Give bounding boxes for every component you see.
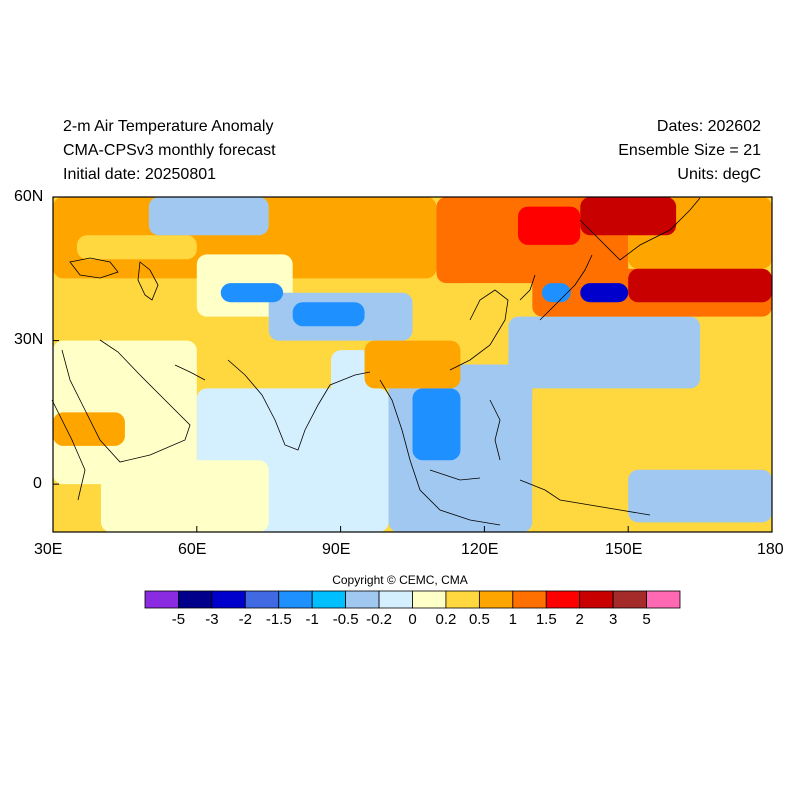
colorbar-swatch: [545, 590, 581, 609]
colorbar: [144, 590, 681, 609]
colorbar-label: 0.5: [468, 611, 490, 628]
colorbar-label: 3: [608, 611, 618, 628]
map-title: 2-m Air Temperature Anomaly: [63, 118, 274, 135]
colorbar-label: -1: [305, 611, 319, 628]
anomaly-patch: [412, 388, 461, 461]
anomaly-patch: [76, 235, 197, 260]
anomaly-patch: [53, 340, 197, 485]
colorbar-swatch: [478, 590, 514, 609]
colorbar-swatch: [244, 590, 280, 609]
colorbar-swatch: [579, 590, 614, 609]
x-tick-120e: 120E: [461, 541, 499, 558]
colorbar-label: 0: [408, 611, 417, 628]
map-subtitle: CMA-CPSv3 monthly forecast: [63, 142, 276, 159]
x-tick-30e: 30E: [34, 541, 63, 558]
anomaly-patch: [628, 469, 772, 523]
colorbar-swatch: [311, 590, 347, 609]
anomaly-patch: [460, 283, 509, 365]
colorbar-label: -2: [238, 611, 252, 628]
x-tick-150e: 150E: [605, 541, 643, 558]
colorbar-swatch: [278, 590, 313, 609]
anomaly-patch: [541, 283, 571, 303]
colorbar-label: -3: [205, 611, 219, 628]
anomaly-patch: [364, 340, 461, 389]
x-tick-180: 180: [757, 541, 784, 558]
coastlines: [51, 197, 701, 526]
colorbar-label: -0.2: [366, 611, 392, 628]
colorbar-label: 5: [642, 611, 651, 628]
colorbar-label: 2: [575, 611, 584, 628]
colorbar-swatch: [512, 590, 547, 609]
anomaly-patch: [148, 197, 269, 236]
y-tick-30n: 30N: [14, 331, 44, 348]
anomaly-patch: [580, 283, 629, 303]
colorbar-label: -0.5: [332, 611, 359, 628]
anomaly-patch: [292, 302, 365, 327]
colorbar-swatch: [345, 590, 380, 609]
colorbar-swatch: [144, 590, 179, 609]
anomaly-patch: [517, 206, 581, 245]
x-tick-60e: 60E: [178, 541, 207, 558]
anomaly-patch: [100, 460, 269, 532]
colorbar-swatch: [178, 590, 213, 609]
colorbar-swatch: [445, 590, 480, 609]
anomaly-field: [53, 197, 772, 532]
colorbar-label: 0.2: [435, 611, 457, 628]
colorbar-label: 1: [508, 611, 517, 628]
anomaly-patch: [508, 316, 701, 389]
units-label: Units: degC: [677, 166, 761, 183]
axis-tick-marks: [52, 196, 773, 532]
anomaly-patch: [580, 197, 677, 236]
colorbar-label: 1.5: [535, 611, 557, 628]
colorbar-label: -1.5: [265, 611, 292, 628]
anomaly-patch: [628, 268, 772, 303]
colorbar-swatch: [378, 590, 413, 609]
colorbar-swatch: [612, 590, 647, 609]
y-tick-60n: 60N: [14, 188, 44, 205]
initial-date: Initial date: 20250801: [63, 166, 217, 183]
x-tick-90e: 90E: [322, 541, 351, 558]
colorbar-swatch: [211, 590, 246, 609]
y-tick-0: 0: [33, 475, 42, 492]
ensemble-size: Ensemble Size = 21: [618, 142, 761, 159]
map-frame: [52, 196, 773, 533]
colorbar-label: -5: [171, 611, 186, 628]
copyright-note: Copyright © CEMC, CMA: [332, 573, 468, 587]
forecast-dates: Dates: 202602: [656, 118, 761, 135]
colorbar-swatch: [646, 590, 681, 609]
anomaly-patch: [220, 283, 284, 303]
colorbar-swatch: [412, 590, 447, 609]
anomaly-patch: [331, 350, 375, 437]
